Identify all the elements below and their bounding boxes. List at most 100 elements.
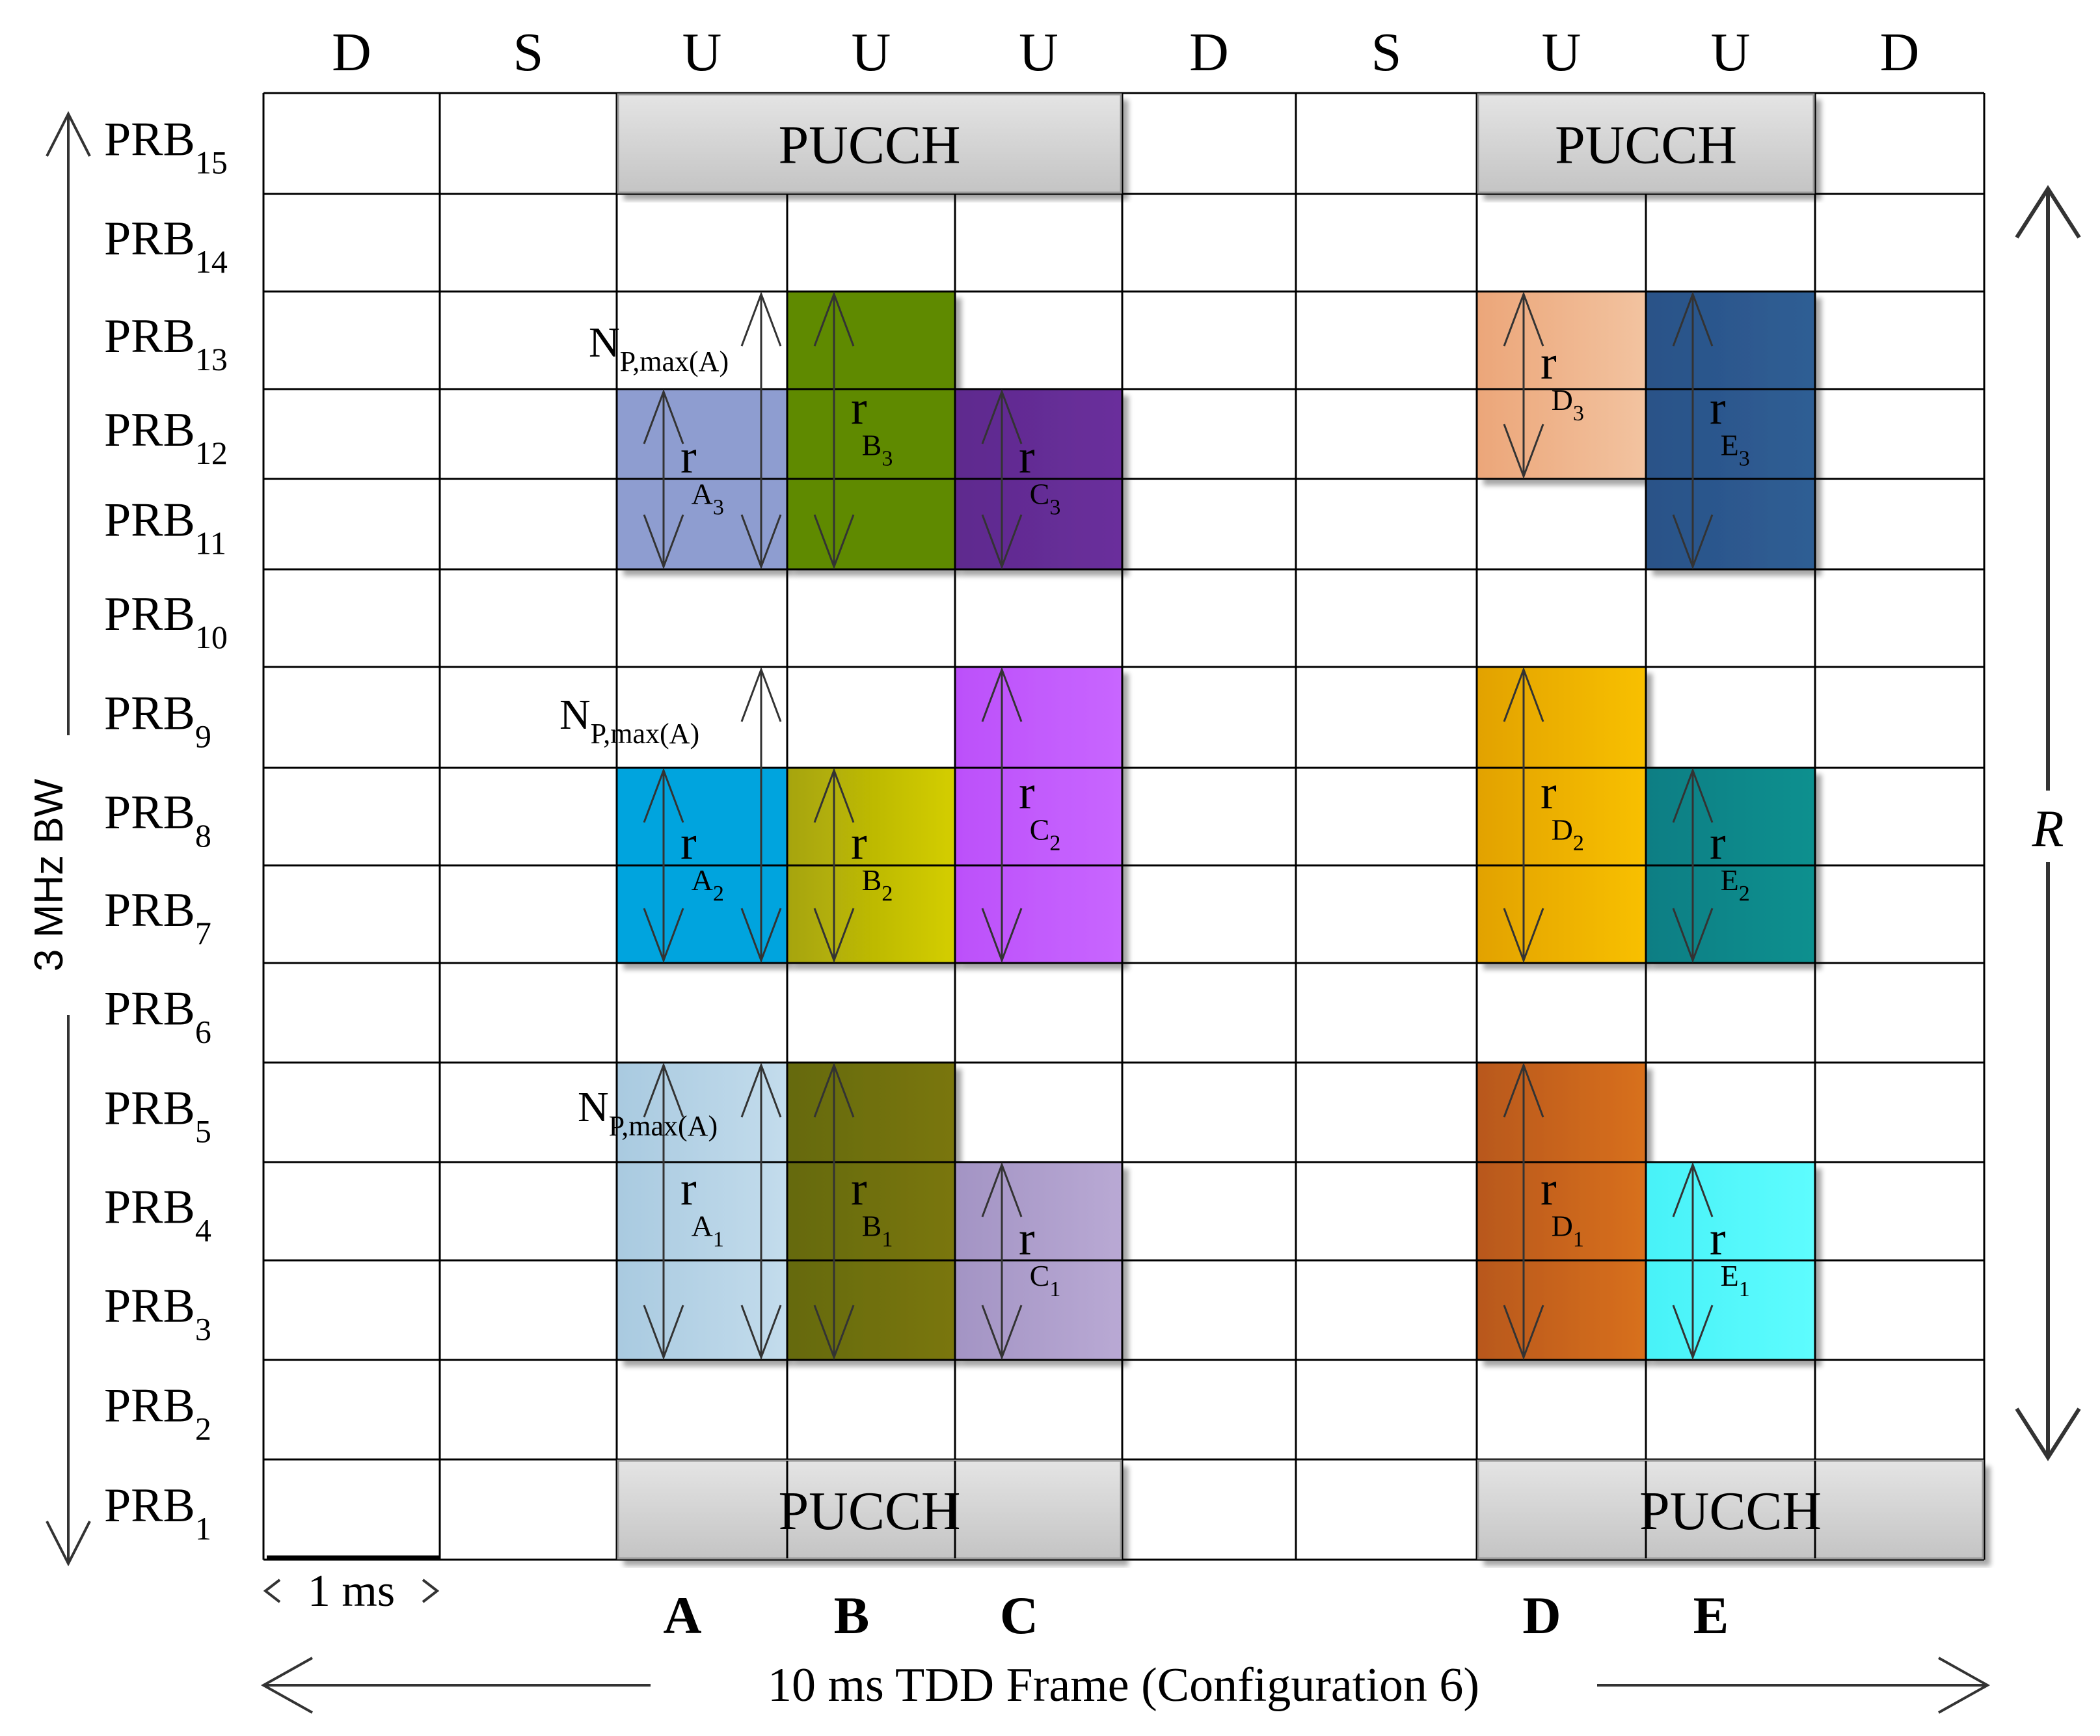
one-ms-marker: 1 ms <box>263 1555 440 1616</box>
bandwidth-down-arrowhead <box>46 1521 91 1567</box>
rate-label-e1: r E1 <box>1710 1212 1750 1301</box>
frame-label: 10 ms TDD Frame (Configuration 6) <box>768 1659 1479 1712</box>
user-label-d: D <box>1522 1586 1561 1645</box>
rate-arrow-c1 <box>981 1161 1023 1361</box>
prb-label-5: PRB5 <box>104 1082 211 1150</box>
rate-label-c1: r C1 <box>1019 1212 1060 1301</box>
user-label-c: C <box>1000 1586 1038 1645</box>
prb-label-12: PRB12 <box>104 403 228 471</box>
block-overlays: PUCCH PUCCH PUCCH PUCCH r A3 r B3 r C3 r D3 r E3 r A2 r B… <box>559 93 1984 1560</box>
rate-arrow-b2 <box>813 767 855 964</box>
subframe-type-7: S <box>1371 22 1402 83</box>
rate-label-d1: r D1 <box>1541 1163 1584 1252</box>
range-up-arrowhead <box>2015 185 2081 239</box>
pucch-label: PUCCH <box>1555 115 1737 176</box>
subframe-type-10: D <box>1880 22 1920 83</box>
allocation-block-b3 <box>787 292 955 569</box>
range-label-bg <box>2020 791 2076 862</box>
bandwidth-axis: 3 MHz BW <box>27 111 104 1567</box>
rate-arrow-d1 <box>1503 1062 1544 1361</box>
pucch-rect <box>1477 93 1815 194</box>
grid-lines <box>262 92 1986 1561</box>
rate-arrow-a1 <box>643 1062 684 1361</box>
user-labels: A B C D E <box>663 1586 1729 1645</box>
rate-label-a3: r A3 <box>680 431 724 520</box>
bandwidth-label-bg <box>33 735 104 1015</box>
prb-label-1: PRB1 <box>104 1479 211 1547</box>
bandwidth-label: 3 MHz BW <box>27 778 72 971</box>
bandwidth-up-arrowhead <box>46 111 91 157</box>
prb-label-14: PRB14 <box>104 212 228 280</box>
subframe-type-3: U <box>682 22 722 83</box>
rate-label-a2: r A2 <box>680 817 724 906</box>
allocation-block-d2 <box>1477 667 1646 963</box>
prb-labels: PRB15 PRB14 PRB13 PRB12 PRB11 PRB10 PRB9 PRB8 PR… <box>104 113 228 1547</box>
npmax-arrow-top <box>740 291 782 570</box>
rate-label-b1: r B1 <box>851 1163 893 1252</box>
prb-label-3: PRB3 <box>104 1280 211 1348</box>
allocation-block-c2 <box>955 667 1122 963</box>
pucch-label: PUCCH <box>778 1481 960 1541</box>
user-label-e: E <box>1693 1586 1729 1645</box>
range-axis: R <box>2015 185 2081 1461</box>
npmax-label-bottom: NP,max(A) <box>578 1083 718 1142</box>
npmax-label-top: NP,max(A) <box>589 319 729 377</box>
prb-label-9: PRB9 <box>104 687 211 755</box>
subframe-type-1: D <box>332 22 371 83</box>
rate-label-b3: r B3 <box>851 382 893 471</box>
pucch-label: PUCCH <box>778 115 960 176</box>
prb-label-13: PRB13 <box>104 310 228 377</box>
prb-label-6: PRB6 <box>104 983 211 1050</box>
prb-label-2: PRB2 <box>104 1379 211 1447</box>
user-label-b: B <box>834 1586 870 1645</box>
one-ms-left-arrowhead <box>263 1579 281 1603</box>
rate-arrow-c2 <box>981 666 1023 964</box>
rate-arrow-d2 <box>1503 666 1544 964</box>
subframe-type-9: U <box>1711 22 1751 83</box>
one-ms-right-arrowhead <box>422 1579 440 1603</box>
rate-arrow-c3 <box>981 388 1023 570</box>
npmax-arrow-bottom <box>740 1062 782 1361</box>
rate-label-e2: r E2 <box>1710 817 1750 906</box>
allocation-blocks <box>617 292 1815 1360</box>
rate-arrow-e3 <box>1672 291 1714 570</box>
rate-label-d3: r D3 <box>1541 336 1584 426</box>
rate-arrow-e2 <box>1672 767 1714 964</box>
subframe-type-6: D <box>1189 22 1229 83</box>
rate-arrow-b1 <box>813 1062 855 1361</box>
frame-label-bg <box>651 1656 1597 1715</box>
pucch-block-top-right: PUCCH <box>1477 93 1815 194</box>
rate-arrow-d3 <box>1503 291 1544 480</box>
frame-left-arrowhead <box>260 1657 313 1714</box>
frame-right-arrowhead <box>1938 1657 1991 1714</box>
pucch-rect <box>617 1459 1122 1560</box>
prb-label-7: PRB7 <box>104 884 211 951</box>
subframe-type-2: S <box>513 22 544 83</box>
prb-label-8: PRB8 <box>104 786 211 854</box>
prb-label-4: PRB4 <box>104 1181 211 1249</box>
rate-arrow-b3 <box>813 291 855 570</box>
prb-label-10: PRB10 <box>104 588 228 655</box>
allocation-block-e3 <box>1646 292 1815 569</box>
prb-label-15: PRB15 <box>104 113 228 181</box>
subframe-type-5: U <box>1019 22 1058 83</box>
pucch-label: PUCCH <box>1639 1481 1822 1541</box>
range-down-arrowhead <box>2015 1407 2081 1461</box>
rate-label-b2: r B2 <box>851 817 893 906</box>
allocation-block-d1 <box>1477 1063 1646 1360</box>
rate-arrow-e1 <box>1672 1161 1714 1361</box>
pucch-block-bottom-left: PUCCH <box>617 1459 1122 1560</box>
npmax-label-middle: NP,max(A) <box>559 691 699 750</box>
rate-label-d2: r D2 <box>1541 766 1584 856</box>
allocation-block-b1 <box>787 1063 955 1360</box>
allocation-block-d3 <box>1477 292 1646 479</box>
rate-arrow-a2 <box>643 767 684 964</box>
one-ms-label: 1 ms <box>308 1566 395 1616</box>
npmax-arrow-middle <box>740 666 782 964</box>
subframe-type-4: U <box>852 22 891 83</box>
pucch-block-top-left: PUCCH <box>617 93 1122 194</box>
rate-arrow-a3 <box>643 388 684 570</box>
subframe-type-8: U <box>1542 22 1582 83</box>
